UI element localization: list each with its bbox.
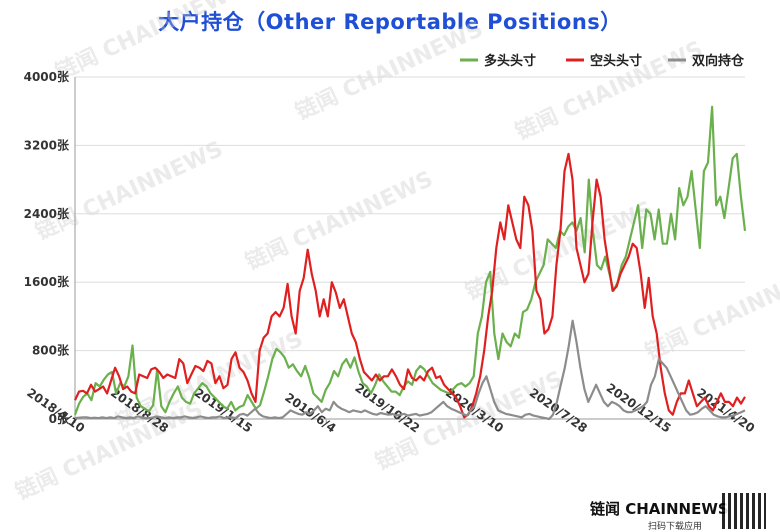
series-line — [73, 105, 747, 416]
gridlines — [75, 76, 745, 420]
y-tick-label: 3200张 — [24, 137, 70, 152]
watermark-text: 链闻 CHAINNEWS — [52, 0, 247, 85]
brand-logo: 链闻 CHAINNEWS — [590, 500, 729, 518]
x-tick-label: 2019/10/22 — [352, 381, 422, 436]
watermark-text: 链闻 CHAINNEWS — [512, 36, 707, 146]
brand-subtitle: 扫码下载应用 — [648, 522, 703, 532]
series-line — [74, 152, 746, 419]
qr-code-icon — [722, 493, 766, 529]
y-tick-label: 2400张 — [24, 206, 70, 221]
legend-label: 双向持仓 — [692, 53, 745, 69]
legend-label: 多头头寸 — [484, 53, 536, 69]
legend-label: 空头头寸 — [590, 53, 642, 69]
legend: 多头头寸 空头头寸 双向持仓 — [460, 53, 745, 69]
watermark-text: 链闻 CHAINNEWS — [12, 396, 207, 506]
series-lines — [73, 105, 747, 421]
watermark-text: 链闻 CHAINNEWS — [642, 256, 780, 366]
x-tick-label: 2021/4/20 — [694, 385, 757, 435]
y-tick-label: 4000张 — [24, 69, 70, 84]
axes — [74, 77, 745, 420]
y-tick-label: 800张 — [32, 343, 70, 358]
y-tick-label: 1600张 — [24, 274, 70, 289]
chart-title: 大户持仓（Other Reportable Positions） — [158, 10, 622, 34]
y-tick-label: 0张 — [49, 411, 70, 426]
y-axis-ticks: 0张 800张 1600张 2400张 3200张 4000张 — [24, 69, 70, 426]
watermark-text: 链闻 CHAINNEWS — [292, 16, 487, 126]
series-line — [74, 319, 746, 421]
watermark-text: 链闻 CHAINNEWS — [242, 166, 437, 276]
